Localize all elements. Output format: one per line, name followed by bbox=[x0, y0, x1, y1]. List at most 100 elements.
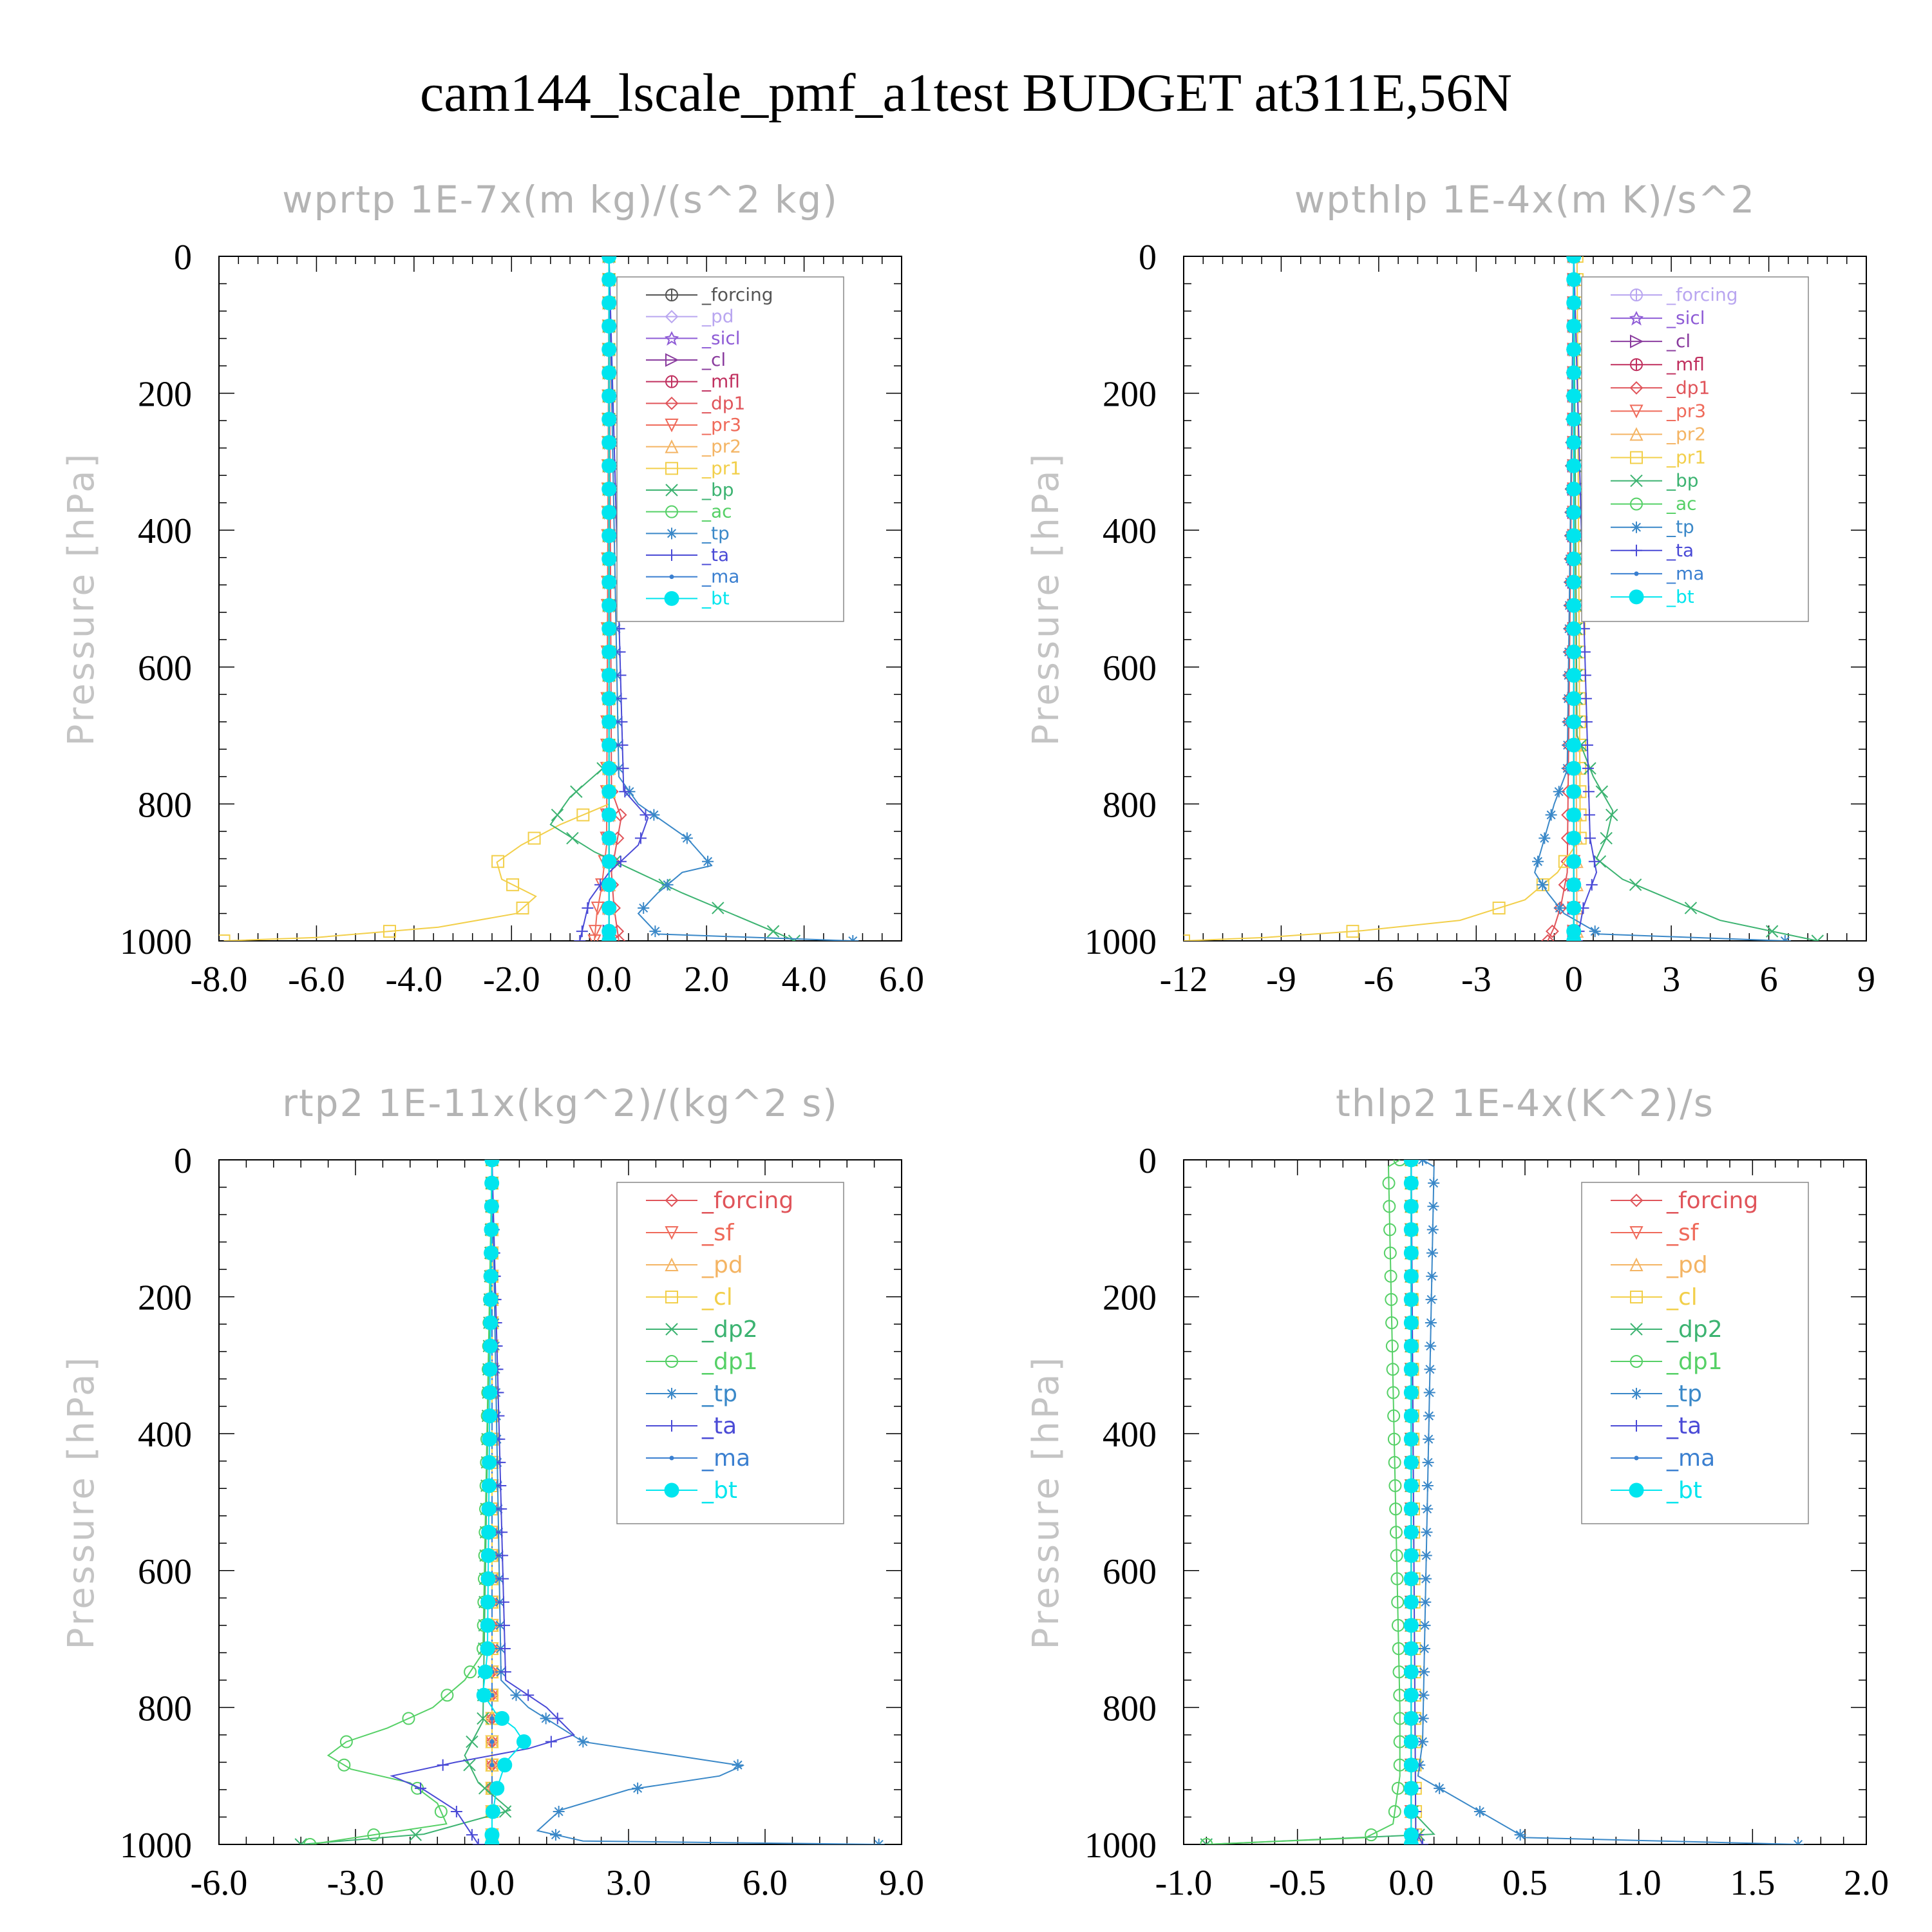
legend-item: _ma bbox=[1611, 1445, 1715, 1472]
data-point bbox=[1566, 318, 1582, 334]
legend-item: _pr2 bbox=[1611, 423, 1706, 444]
data-point bbox=[1811, 934, 1824, 941]
y-tick-label: 600 bbox=[138, 1552, 192, 1592]
data-point bbox=[732, 1759, 744, 1771]
data-point bbox=[1539, 832, 1551, 844]
data-point bbox=[1421, 1526, 1433, 1539]
legend-label: _sicl bbox=[1666, 307, 1705, 328]
data-point bbox=[466, 1735, 478, 1748]
legend-label: _forcing bbox=[701, 284, 773, 305]
data-point bbox=[553, 1805, 565, 1817]
data-point bbox=[1514, 1829, 1526, 1841]
data-point bbox=[495, 1503, 507, 1515]
series-line bbox=[390, 1160, 576, 1844]
data-point bbox=[615, 692, 627, 705]
data-point bbox=[601, 505, 617, 520]
legend-marker bbox=[1630, 1355, 1643, 1368]
data-point bbox=[1383, 1246, 1397, 1260]
data-point bbox=[1403, 1641, 1419, 1656]
data-point bbox=[601, 621, 617, 636]
data-point bbox=[1566, 412, 1582, 427]
legend-item: _cl bbox=[646, 349, 726, 370]
series-bt bbox=[1403, 1160, 1419, 1844]
y-tick-label: 1000 bbox=[120, 1826, 192, 1866]
data-point bbox=[1566, 807, 1582, 822]
data-point bbox=[1403, 1804, 1419, 1819]
series-line bbox=[1206, 1160, 1401, 1844]
data-point bbox=[491, 855, 505, 868]
data-point bbox=[1403, 1175, 1419, 1191]
x-tick-label: -6.0 bbox=[288, 960, 345, 999]
data-point bbox=[1566, 458, 1582, 473]
data-point bbox=[601, 761, 617, 776]
data-point bbox=[601, 388, 617, 404]
data-point bbox=[591, 901, 605, 916]
data-point bbox=[367, 1828, 381, 1842]
data-point bbox=[1566, 644, 1582, 659]
data-point bbox=[484, 1198, 499, 1214]
data-point bbox=[1420, 1549, 1432, 1562]
legend-marker bbox=[1631, 1388, 1642, 1399]
data-point bbox=[1383, 1223, 1397, 1236]
data-point bbox=[1403, 1385, 1419, 1400]
data-point bbox=[1566, 831, 1582, 846]
data-point bbox=[450, 1805, 462, 1817]
data-point bbox=[1566, 737, 1582, 753]
legend-label: _sf bbox=[1666, 1220, 1700, 1246]
legend-marker bbox=[1631, 1420, 1642, 1432]
data-point bbox=[1388, 1479, 1402, 1492]
data-point bbox=[1388, 1804, 1401, 1818]
legend-box bbox=[616, 276, 844, 622]
legend-marker bbox=[669, 1455, 674, 1461]
legend-label: _forcing bbox=[1666, 1188, 1758, 1214]
legend: _forcing_sicl_cl_mfl_dp1_pr3_pr2_pr1_bp_… bbox=[1581, 276, 1809, 622]
data-point bbox=[1426, 1247, 1439, 1259]
data-point bbox=[219, 934, 231, 941]
legend-item: _cl bbox=[1611, 1284, 1698, 1311]
series-dp2 bbox=[1200, 1160, 1435, 1844]
data-point bbox=[1426, 1224, 1439, 1236]
y-tick-label: 400 bbox=[1103, 1415, 1157, 1455]
data-point bbox=[576, 808, 590, 822]
legend-label: _cl bbox=[1666, 1284, 1698, 1311]
legend-label: _ta bbox=[701, 544, 729, 565]
data-point bbox=[582, 902, 594, 914]
x-tick-label: -3.0 bbox=[327, 1863, 384, 1903]
data-point bbox=[489, 1763, 495, 1768]
series-dp1 bbox=[1200, 1160, 1406, 1844]
data-point bbox=[1385, 1316, 1399, 1329]
data-point bbox=[484, 1175, 500, 1191]
legend-label: _ma bbox=[701, 566, 739, 587]
data-point bbox=[649, 925, 661, 938]
legend-marker bbox=[665, 375, 678, 388]
data-point bbox=[1566, 621, 1582, 636]
legend-label: _pr2 bbox=[701, 436, 741, 457]
x-tick-label: -3 bbox=[1461, 960, 1492, 999]
data-point bbox=[303, 1838, 317, 1844]
legend-item: _bt bbox=[646, 1477, 737, 1504]
data-point bbox=[480, 1548, 496, 1563]
data-point bbox=[1391, 1595, 1405, 1609]
legend-item: _tp bbox=[1611, 1381, 1702, 1407]
legend-marker bbox=[665, 419, 679, 433]
data-point bbox=[1566, 784, 1582, 799]
data-point bbox=[601, 737, 617, 753]
y-tick-label: 0 bbox=[174, 238, 192, 278]
data-point bbox=[1403, 1222, 1419, 1237]
data-point bbox=[483, 1269, 498, 1284]
data-point bbox=[551, 1712, 564, 1725]
data-point bbox=[1566, 668, 1582, 683]
legend-label: _bt bbox=[701, 587, 730, 609]
series-line bbox=[310, 1160, 493, 1844]
legend-item: _tp bbox=[646, 1381, 737, 1407]
data-point bbox=[1423, 1387, 1435, 1399]
data-point bbox=[1403, 1501, 1419, 1517]
legend-item: _ac bbox=[1611, 493, 1697, 515]
data-point bbox=[601, 256, 617, 264]
data-point bbox=[616, 739, 629, 751]
data-point bbox=[1417, 1839, 1428, 1844]
legend-label: _ma bbox=[1666, 563, 1704, 584]
data-point bbox=[482, 1385, 498, 1400]
data-point bbox=[1383, 1200, 1396, 1213]
data-point bbox=[1427, 1200, 1439, 1213]
